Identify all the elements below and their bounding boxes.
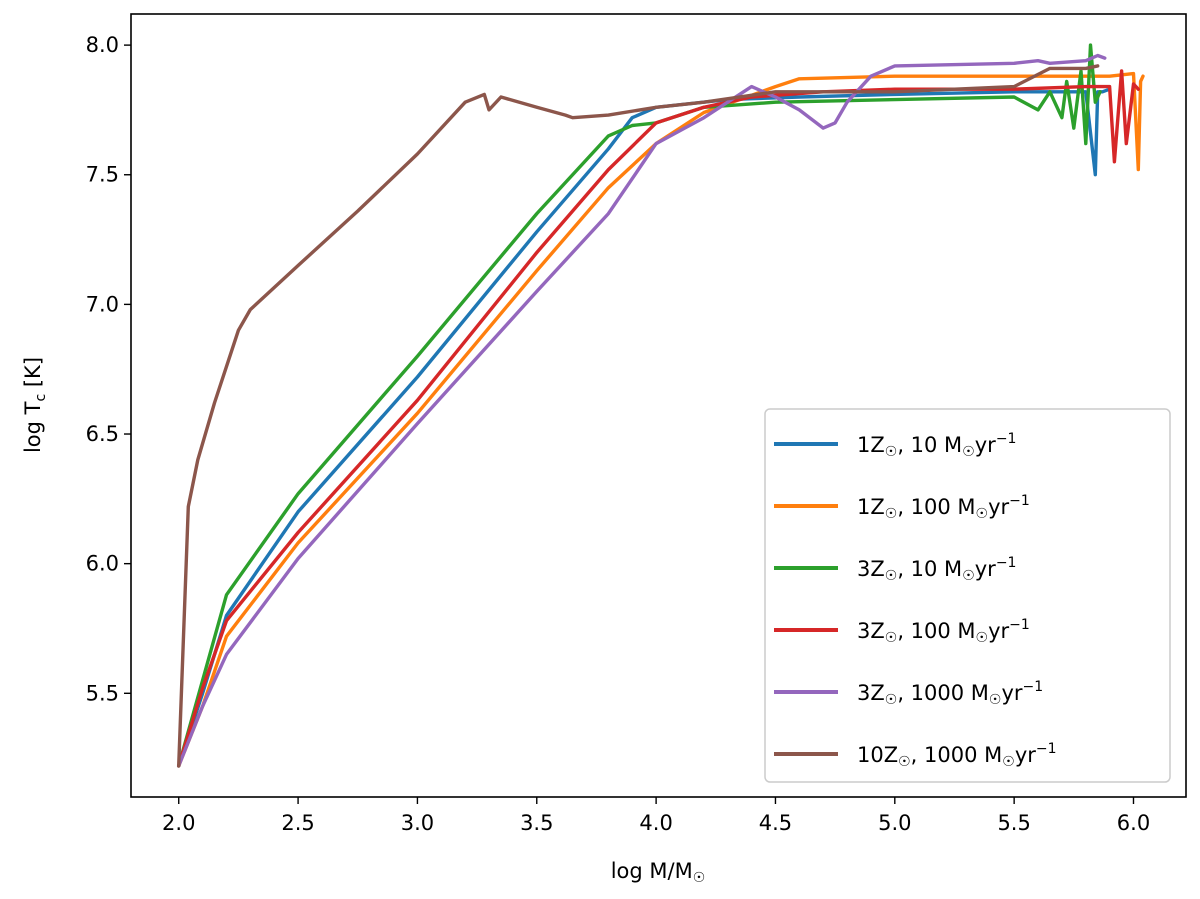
x-tick-label: 6.0 xyxy=(1117,811,1150,835)
x-tick-label: 3.5 xyxy=(520,811,553,835)
y-tick-label: 7.5 xyxy=(86,163,119,187)
x-tick-label: 5.0 xyxy=(878,811,911,835)
x-tick-label: 4.5 xyxy=(759,811,792,835)
y-axis-label-subscript: c xyxy=(33,394,49,402)
x-tick-label: 3.0 xyxy=(401,811,434,835)
legend-label-1: 1Z☉, 10 M☉yr−1 xyxy=(857,431,1016,460)
series-layer xyxy=(177,43,1145,768)
legend-label-3: 3Z☉, 10 M☉yr−1 xyxy=(857,555,1016,584)
x-axis: 2.0 2.5 3.0 3.5 4.0 4.5 5.0 5.5 6.0 xyxy=(162,797,1150,835)
x-tick-label: 2.0 xyxy=(162,811,195,835)
legend-label-2: 1Z☉, 100 M☉yr−1 xyxy=(857,493,1030,522)
legend-label-4: 3Z☉, 100 M☉yr−1 xyxy=(857,617,1030,646)
x-tick-label: 2.5 xyxy=(281,811,314,835)
series-line-3 xyxy=(177,43,1102,768)
x-tick-label: 4.0 xyxy=(639,811,672,835)
y-axis-label-main: log T xyxy=(21,401,45,453)
y-tick-label: 7.0 xyxy=(86,292,119,316)
legend: 1Z☉, 10 M☉yr−1 1Z☉, 100 M☉yr−1 3Z☉, 10 M☉y… xyxy=(764,408,1171,783)
legend-frame xyxy=(764,408,1171,783)
y-axis-label-unit: [K] xyxy=(21,357,45,394)
y-axis-label: log Tc [K] xyxy=(21,357,49,453)
series-line-4 xyxy=(177,69,1140,768)
y-tick-label: 6.5 xyxy=(86,422,119,446)
legend-label-5: 3Z☉, 1000 M☉yr−1 xyxy=(857,679,1043,708)
series-line-5 xyxy=(177,53,1107,768)
plot-frame xyxy=(130,13,1187,798)
series-line-6 xyxy=(177,64,1100,768)
y-tick-label: 6.0 xyxy=(86,552,119,576)
y-axis: 5.5 6.0 6.5 7.0 7.5 8.0 xyxy=(86,33,131,705)
y-tick-label: 8.0 xyxy=(86,33,119,57)
y-tick-label: 5.5 xyxy=(86,681,119,705)
x-axis-label: log M/M☉ xyxy=(611,859,706,886)
x-tick-label: 5.5 xyxy=(997,811,1030,835)
legend-label-6: 10Z☉, 1000 M☉yr−1 xyxy=(857,741,1057,770)
